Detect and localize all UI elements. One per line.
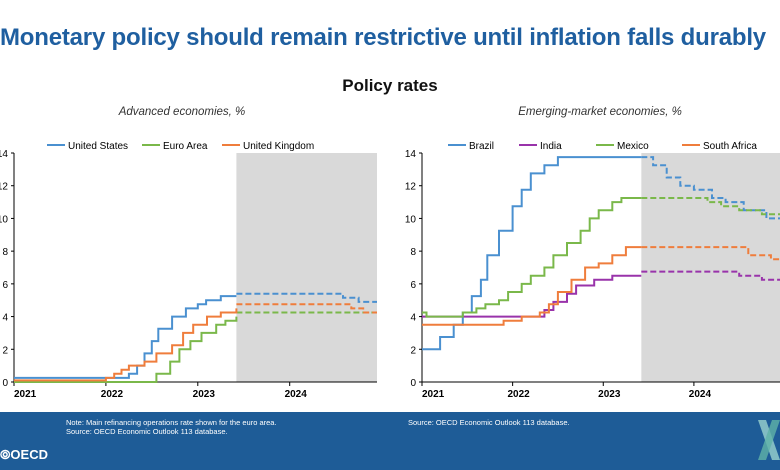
series-line-brazil — [422, 156, 642, 351]
footer-bar — [0, 412, 780, 470]
chart-subtitle: Policy rates — [342, 76, 438, 95]
y-tick-label: 0 — [410, 378, 416, 389]
legend-label: Mexico — [617, 141, 649, 152]
x-tick-label: 2023 — [193, 389, 216, 400]
series-projection-india — [641, 270, 780, 281]
footer-source-left: Source: OECD Economic Outlook 113 databa… — [66, 427, 228, 436]
legend-label: United States — [68, 141, 128, 152]
x-tick-label: 2021 — [422, 389, 445, 400]
series-projection-united-states — [236, 292, 377, 303]
x-tick-label: 2022 — [508, 389, 531, 400]
oecd-x-mark-icon — [758, 420, 780, 460]
y-tick-label: 14 — [405, 149, 417, 160]
series-projection-brazil — [641, 156, 780, 220]
oecd-logo-glyph: ⦾ — [0, 447, 11, 462]
legend-label: South Africa — [703, 141, 757, 152]
series-line-united-states — [14, 295, 237, 379]
panel-title: Emerging-market economies, % — [518, 106, 682, 118]
legend-label: Euro Area — [163, 141, 208, 152]
y-tick-label: 4 — [410, 313, 416, 324]
legend-label: Brazil — [469, 141, 494, 152]
footer-source-right: Source: OECD Economic Outlook 113 databa… — [408, 418, 570, 427]
x-tick-label: 2022 — [101, 389, 124, 400]
y-tick-label: 2 — [2, 345, 8, 356]
y-tick-label: 10 — [405, 214, 417, 225]
series-projection-south-africa — [641, 246, 780, 261]
oecd-logo-text: OECD — [10, 447, 48, 462]
chart-panel-1: Advanced economies, % 0 2 4 6 8 10 12 14 2021 2022… — [0, 106, 377, 400]
chart-title: Monetary policy should remain restrictiv… — [0, 24, 766, 51]
footer-note: Note: Main refinancing operations rate s… — [66, 418, 277, 427]
panel-title: Advanced economies, % — [118, 106, 246, 118]
series-line-united-kingdom — [14, 308, 238, 382]
series-line-euro-area — [14, 316, 238, 383]
y-tick-label: 12 — [0, 182, 8, 193]
x-tick-label: 2024 — [285, 389, 308, 400]
y-tick-label: 6 — [410, 280, 416, 291]
legend-label: India — [540, 141, 562, 152]
x-tick-label: 2023 — [598, 389, 621, 400]
y-tick-label: 0 — [2, 378, 8, 389]
series-projection-united-kingdom — [236, 303, 377, 314]
y-tick-label: 6 — [2, 280, 8, 291]
y-tick-label: 8 — [410, 247, 416, 258]
legend-label: United Kingdom — [243, 141, 314, 152]
chart-panel-2: Emerging-market economies, % 0 2 4 6 8 10 12 14 2… — [405, 106, 780, 400]
y-tick-label: 12 — [405, 182, 417, 193]
y-tick-label: 8 — [2, 247, 8, 258]
y-tick-label: 10 — [0, 214, 8, 225]
y-tick-label: 14 — [0, 149, 8, 160]
x-tick-label: 2024 — [689, 389, 712, 400]
oecd-logo: ⦾OECD — [0, 447, 48, 463]
projection-shade — [236, 153, 377, 382]
series-line-mexico — [422, 197, 642, 318]
series-line-india — [422, 274, 642, 318]
projection-shade — [641, 153, 780, 382]
x-tick-label: 2021 — [14, 389, 37, 400]
y-tick-label: 2 — [410, 345, 416, 356]
series-line-south-africa — [422, 246, 642, 326]
y-tick-label: 4 — [2, 313, 8, 324]
